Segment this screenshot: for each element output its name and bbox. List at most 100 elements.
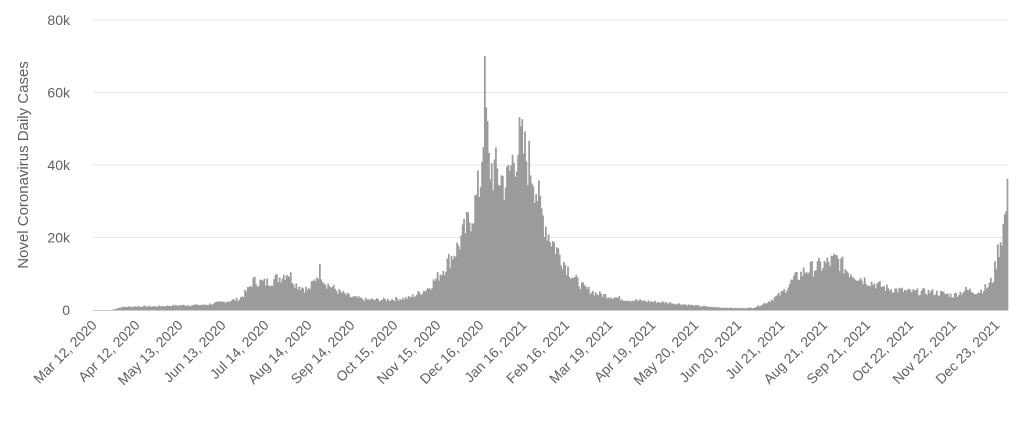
daily-case-bar: [465, 211, 468, 310]
daily-case-bar: [468, 222, 471, 310]
daily-case-bar: [263, 278, 266, 310]
daily-case-bar: [784, 292, 787, 310]
daily-case-bar: [557, 248, 560, 310]
daily-case-bar: [628, 301, 630, 310]
daily-case-bar: [996, 244, 999, 310]
daily-case-bar: [492, 190, 495, 310]
daily-case-bar: [253, 276, 256, 310]
daily-case-bar: [804, 273, 806, 310]
daily-case-bar: [683, 304, 686, 310]
daily-case-bar: [750, 307, 752, 310]
daily-case-bar: [395, 297, 397, 310]
daily-case-bar: [844, 269, 847, 310]
daily-case-bar: [915, 290, 917, 310]
daily-case-bar: [467, 212, 470, 310]
daily-case-bar: [314, 281, 317, 310]
daily-case-bar: [209, 303, 212, 310]
daily-case-bar: [533, 202, 536, 310]
daily-case-bar: [343, 293, 346, 310]
daily-case-bar: [764, 303, 766, 310]
daily-case-bar: [543, 237, 546, 310]
daily-case-bar: [607, 297, 610, 310]
daily-case-bar: [235, 297, 238, 310]
daily-case-bar: [976, 294, 978, 310]
daily-case-bar: [564, 264, 567, 310]
daily-case-bar: [762, 303, 765, 310]
daily-case-bar: [820, 270, 823, 310]
daily-case-bar: [795, 272, 798, 310]
daily-case-bar: [299, 290, 302, 310]
daily-case-bar: [858, 280, 861, 310]
daily-case-bar: [184, 305, 187, 310]
y-tick-label: 80k: [47, 12, 71, 28]
daily-case-bar: [916, 288, 919, 310]
daily-case-bar: [542, 215, 544, 310]
daily-case-bar: [178, 305, 181, 310]
daily-case-bar: [269, 286, 271, 310]
daily-case-bar: [870, 281, 873, 310]
daily-case-bar: [302, 288, 305, 310]
daily-case-bar: [698, 306, 701, 310]
daily-case-bar: [447, 253, 450, 310]
daily-case-bar: [141, 307, 144, 310]
daily-case-bar: [149, 306, 152, 310]
daily-case-bar: [920, 290, 923, 310]
daily-case-bar: [357, 296, 360, 310]
daily-case-bar: [177, 305, 180, 310]
daily-case-bar: [833, 253, 836, 310]
daily-case-bar: [389, 300, 392, 310]
daily-case-bar: [420, 295, 422, 310]
daily-case-bar: [952, 297, 955, 310]
daily-case-bar: [411, 294, 414, 310]
daily-case-bar: [461, 224, 464, 310]
daily-case-bar: [729, 307, 732, 310]
daily-case-bar: [869, 286, 872, 310]
daily-case-bar: [416, 294, 418, 310]
daily-case-bar: [611, 299, 614, 310]
daily-case-bar: [399, 299, 402, 310]
daily-case-bar: [525, 161, 528, 310]
daily-case-bar: [894, 288, 897, 310]
daily-case-bar: [581, 282, 583, 310]
daily-case-bar: [251, 287, 253, 310]
daily-case-bar: [658, 302, 661, 310]
daily-case-bar: [452, 259, 454, 310]
daily-case-bar: [664, 303, 666, 310]
daily-case-bar: [474, 195, 476, 310]
daily-case-bar: [445, 271, 447, 310]
daily-case-bar: [271, 285, 274, 310]
daily-case-bar: [249, 285, 252, 310]
daily-case-bar: [115, 308, 117, 310]
daily-case-bar: [809, 261, 812, 310]
daily-case-bar: [662, 301, 665, 310]
daily-case-bar: [851, 277, 854, 310]
daily-case-bar: [339, 291, 342, 310]
daily-case-bar: [522, 153, 525, 310]
daily-case-bar: [295, 283, 298, 310]
daily-case-bar: [374, 300, 377, 310]
daily-case-bar: [884, 290, 887, 310]
daily-case-bar: [188, 305, 191, 310]
daily-case-bar: [138, 306, 141, 310]
daily-case-bar: [323, 283, 325, 310]
daily-case-bar: [703, 305, 705, 310]
daily-case-bar: [604, 294, 607, 310]
daily-case-bar: [923, 288, 926, 310]
daily-case-bar: [655, 303, 658, 310]
daily-case-bar: [654, 300, 657, 310]
daily-case-bar: [953, 292, 956, 310]
daily-case-bar: [826, 257, 829, 310]
daily-case-bar: [151, 306, 153, 310]
daily-case-bar: [202, 304, 205, 310]
daily-case-bar: [393, 301, 396, 310]
daily-case-bar: [257, 285, 260, 310]
daily-case-bar: [174, 304, 177, 310]
daily-case-bar: [697, 305, 700, 310]
daily-case-bar: [280, 282, 282, 310]
daily-case-bar: [126, 307, 129, 310]
daily-case-bar: [643, 300, 646, 310]
daily-case-bar: [694, 304, 697, 310]
daily-case-bar: [312, 280, 314, 310]
daily-case-bar: [260, 280, 263, 310]
daily-case-bar: [709, 306, 712, 310]
